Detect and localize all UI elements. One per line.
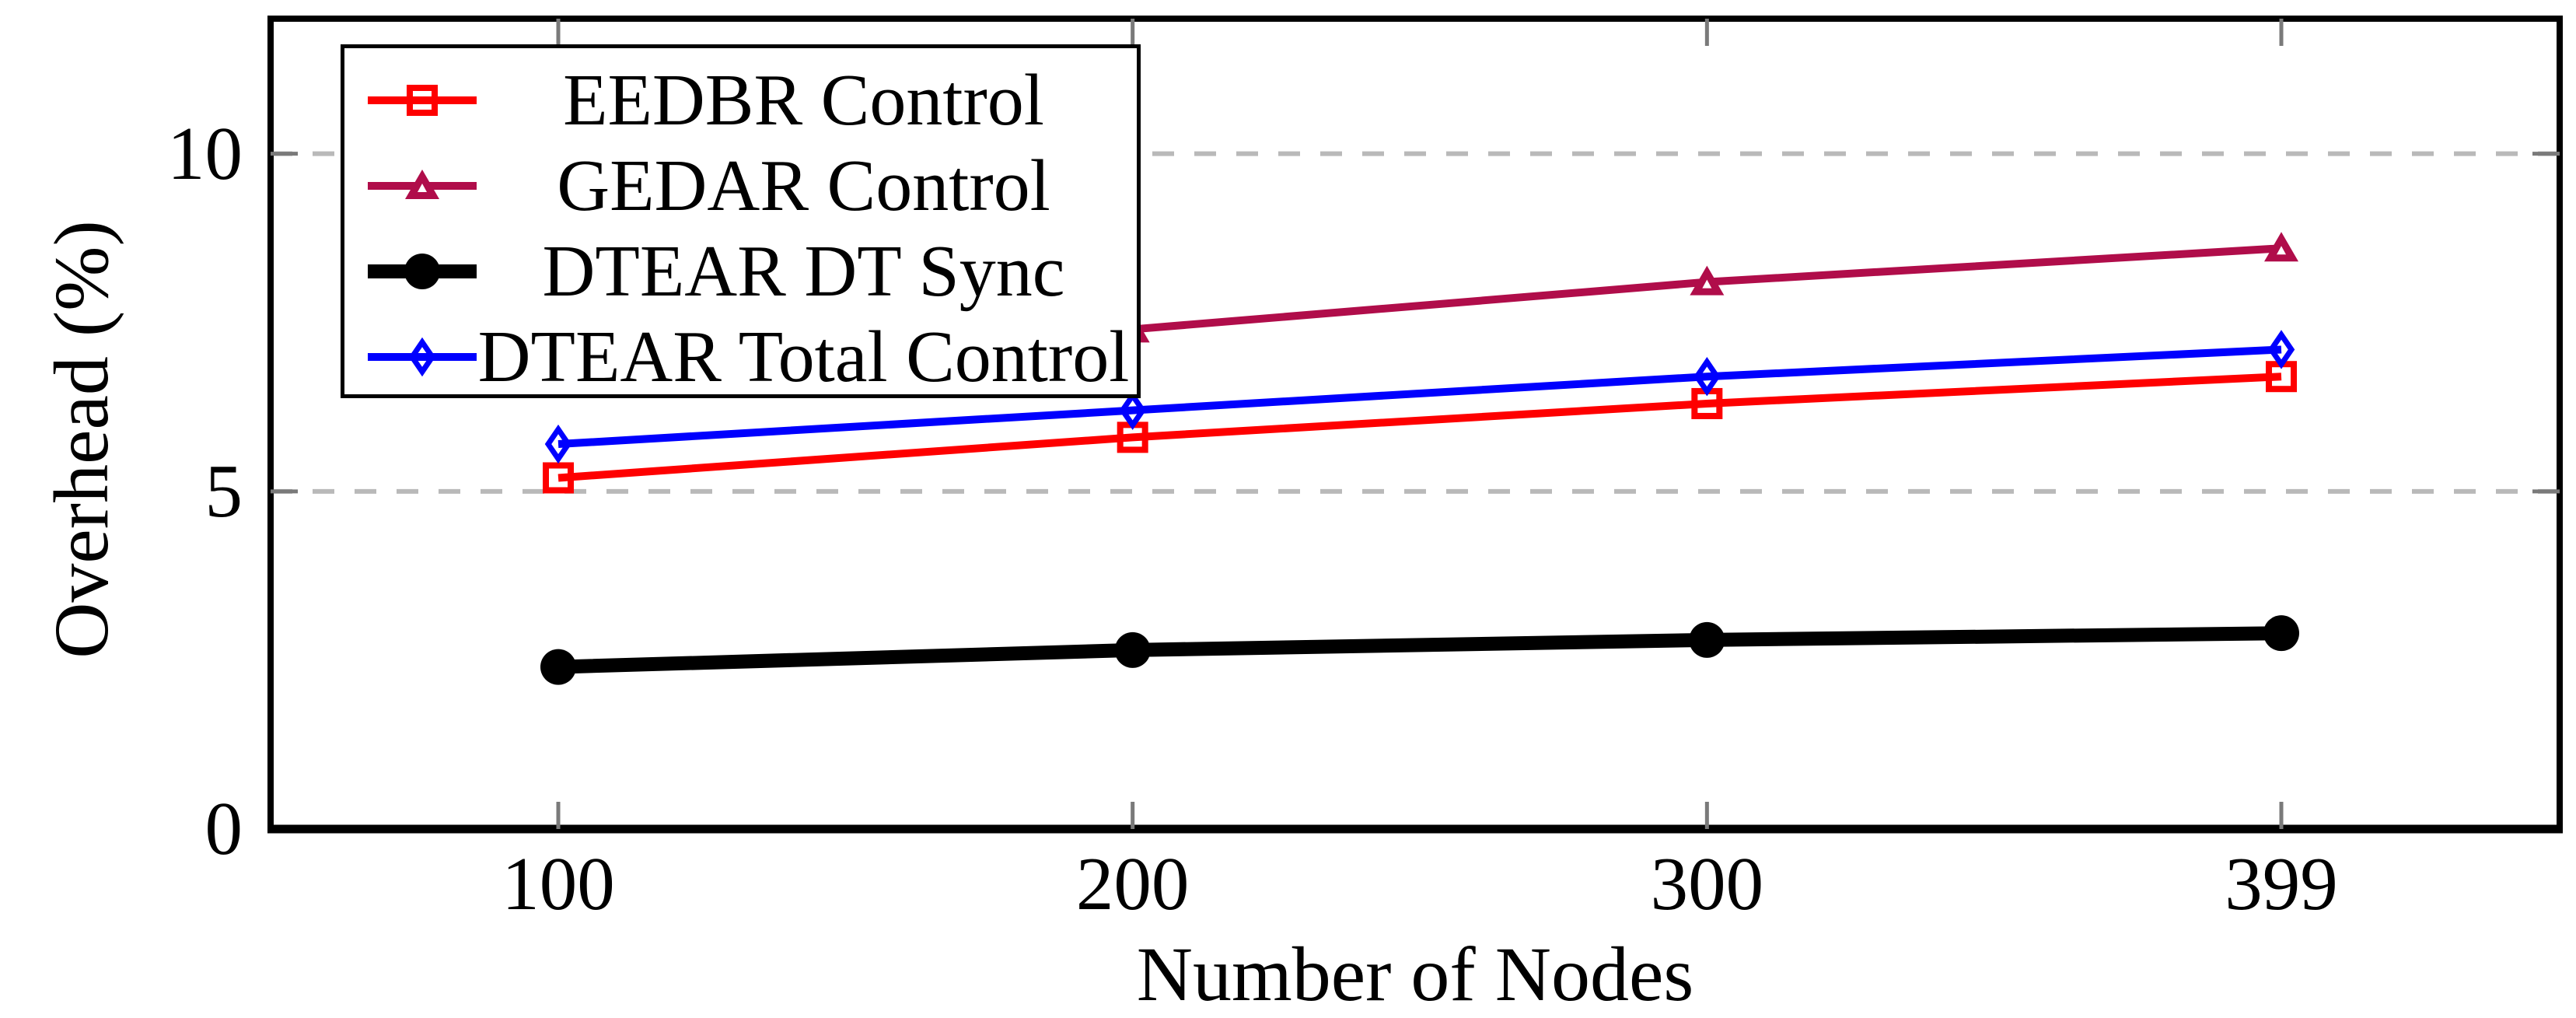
series-line-eedbr-control (557, 373, 2282, 482)
x-tick-label-300: 300 (1650, 842, 1764, 925)
legend-label-dtear-total-control: DTEAR Total Control (477, 317, 1130, 397)
series-line-dtear-total-control (557, 345, 2282, 449)
legend-sample-marker (404, 254, 440, 289)
legend-item-eedbr-control: EEDBR Control (344, 58, 1137, 143)
x-tick-label-399: 399 (2225, 842, 2338, 925)
series-marker-dtear-total-control (2267, 330, 2295, 369)
series-marker-dtear-dt-sync (1689, 621, 1725, 658)
legend-marker-dtear-total-control-icon (368, 337, 477, 377)
series-marker-gedar-control (2277, 246, 2287, 255)
x-tick-label-100: 100 (502, 842, 615, 925)
series-marker-dtear-total-control (1693, 357, 1721, 397)
legend-sample-marker (418, 184, 427, 192)
y-tick-label-10: 10 (167, 111, 243, 195)
series-marker-eedbr-control (543, 462, 574, 494)
y-axis-title: Overhead (%) (38, 220, 124, 659)
series-line-dtear-dt-sync (557, 626, 2282, 674)
series-marker-dtear-total-control (1119, 390, 1146, 430)
series-marker-dtear-dt-sync (2263, 615, 2300, 652)
legend-sample-marker (407, 85, 438, 116)
legend-label-eedbr-control: EEDBR Control (563, 60, 1044, 141)
series-marker-dtear-dt-sync (540, 649, 576, 685)
legend: EEDBR Control GEDAR Control DTEAR DT Sync D… (341, 44, 1141, 398)
legend-item-dtear-total-control: DTEAR Total Control (344, 314, 1137, 400)
x-tick-label-200: 200 (1075, 842, 1190, 925)
legend-sample-marker (408, 337, 436, 377)
legend-label-dtear-dt-sync: DTEAR DT Sync (542, 231, 1065, 312)
legend-marker-gedar-control-icon (368, 170, 477, 199)
series-marker-dtear-dt-sync (1114, 631, 1151, 668)
legend-label-gedar-control: GEDAR Control (557, 145, 1050, 226)
legend-item-gedar-control: GEDAR Control (344, 143, 1137, 229)
legend-marker-eedbr-control-icon (368, 85, 477, 116)
series-marker-gedar-control (1702, 279, 1712, 289)
legend-marker-dtear-dt-sync-icon (368, 254, 477, 289)
x-axis-title: Number of Nodes (1136, 931, 1694, 1017)
series-marker-dtear-total-control (544, 424, 572, 464)
legend-item-dtear-dt-sync: DTEAR DT Sync (344, 229, 1137, 314)
y-tick-label-0: 0 (204, 787, 243, 870)
y-tick-label-5: 5 (204, 449, 243, 533)
